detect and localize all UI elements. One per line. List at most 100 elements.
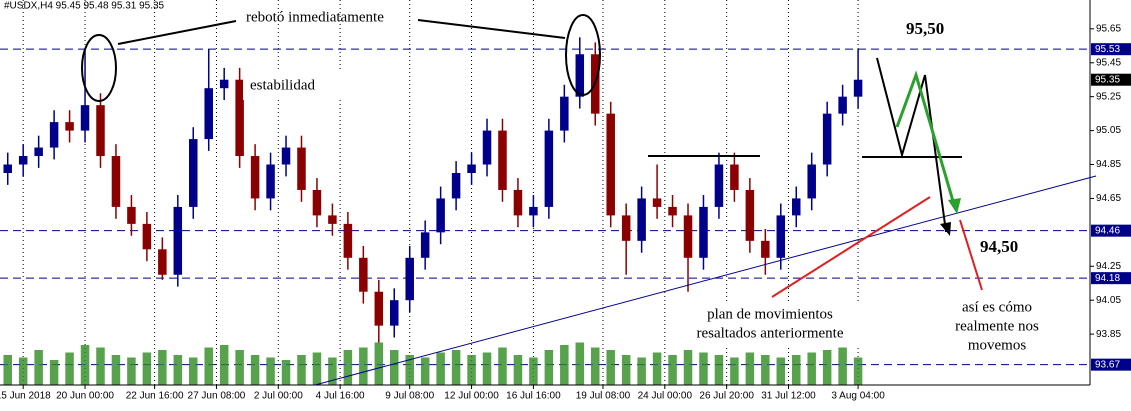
volume-bar: [65, 352, 74, 385]
candle-body: [699, 206, 708, 258]
volume-bar: [111, 355, 121, 385]
y-tick-label: 95.45: [1096, 57, 1121, 68]
volume-bar: [761, 355, 770, 385]
red-line: [959, 219, 983, 291]
volume-bar: [80, 345, 90, 385]
annotation: rebotó inmediatamente: [246, 9, 384, 25]
candle-body: [65, 122, 74, 131]
volume-bar: [374, 342, 384, 385]
volume-bar: [621, 355, 631, 385]
x-tick-label: 31 Jul 12:00: [761, 391, 816, 402]
candle-body: [343, 223, 353, 258]
volume-bar: [204, 347, 213, 385]
label-box: [950, 297, 1045, 355]
y-tick-label: 95.25: [1096, 91, 1121, 102]
volume-bar: [590, 347, 600, 385]
volume-bar: [714, 355, 724, 385]
candle-body: [420, 232, 430, 258]
candle-body: [374, 291, 384, 326]
red-line: [771, 196, 931, 298]
y-tick-label: 95.65: [1096, 23, 1121, 34]
candle-body: [281, 147, 291, 165]
candle-body: [853, 79, 863, 97]
x-tick-label: 19 Jul 08:00: [576, 391, 631, 402]
volume-bar: [158, 350, 167, 385]
x-tick-label: 15 Jun 2018: [0, 391, 51, 402]
candle-body: [3, 164, 12, 173]
plan-path: [876, 57, 947, 233]
candle-body: [96, 105, 105, 157]
circle-marker: [81, 34, 117, 102]
x-tick-label: 12 Jul 00:00: [444, 391, 499, 402]
volume-bar: [3, 355, 12, 385]
label-box: [676, 303, 862, 345]
volume-bar: [498, 347, 507, 385]
candle-body: [127, 206, 136, 224]
level-box: [1091, 224, 1131, 237]
candle-body: [513, 189, 523, 216]
volume-bar: [420, 357, 430, 385]
y-tick-label: 94.25: [1096, 261, 1121, 272]
candle-body: [621, 215, 631, 241]
candle-body: [436, 198, 445, 233]
candle-body: [80, 105, 90, 131]
level-box: [1091, 272, 1131, 285]
candle-body: [266, 164, 275, 199]
candle-body: [405, 257, 414, 301]
candle-body: [235, 79, 244, 157]
volume-bar: [575, 342, 585, 385]
candle-body: [467, 164, 476, 173]
level-label: 93.67: [1095, 359, 1120, 370]
volume-bar: [173, 355, 183, 385]
arrow-head: [940, 222, 951, 236]
candle-body: [390, 300, 399, 326]
volume-bar: [359, 347, 368, 385]
volume-bar: [405, 355, 414, 385]
price-box: [1091, 73, 1131, 86]
volume-bar: [467, 355, 476, 385]
annotation: plan de movimientos: [707, 306, 833, 322]
candle-body: [544, 130, 554, 207]
volume-bar: [34, 350, 43, 385]
volume-bar: [127, 357, 136, 385]
level-box: [1091, 358, 1131, 371]
symbol-header: #USDX,H4 95.45 95.48 95.31 95.35: [4, 1, 165, 12]
candle-body: [652, 198, 662, 207]
annotation: 94,50: [980, 237, 1018, 256]
label-box: [243, 70, 356, 100]
y-tick-label: 94.85: [1096, 159, 1121, 170]
volume-bar: [560, 345, 569, 385]
level-label: 94.18: [1095, 273, 1120, 284]
candle-body: [606, 113, 615, 216]
candle-body: [668, 206, 677, 216]
candle-body: [838, 96, 847, 114]
volume-bar: [250, 355, 260, 385]
candle-body: [359, 257, 368, 292]
annotation: así es cómo: [962, 299, 1032, 315]
candle-body: [219, 79, 229, 89]
volume-bar: [312, 352, 322, 385]
annotation: 95,50: [906, 19, 944, 38]
annotation: resaltados anteriormente: [696, 325, 843, 341]
annotation: estabilidad: [250, 77, 315, 93]
volume-bar: [297, 355, 306, 385]
volume-bar: [544, 350, 554, 385]
volume-bar: [328, 357, 337, 385]
volume-bar: [436, 352, 445, 385]
annotation: movemos: [968, 337, 1026, 353]
real-path: [895, 70, 957, 209]
level-box: [1091, 43, 1131, 56]
volume-bar: [96, 347, 105, 385]
volume-bar: [652, 352, 662, 385]
pointer-line: [117, 20, 237, 45]
y-tick-label: 95.05: [1096, 125, 1121, 136]
volume-bar: [853, 357, 863, 385]
candle-body: [173, 206, 183, 275]
x-tick-label: 22 Jun 16:00: [126, 391, 184, 402]
volume-bar: [838, 347, 847, 385]
candle-body: [529, 206, 538, 216]
volume-bar: [142, 352, 152, 385]
grid-layer: [0, 0, 1090, 385]
candle-body: [683, 215, 693, 258]
